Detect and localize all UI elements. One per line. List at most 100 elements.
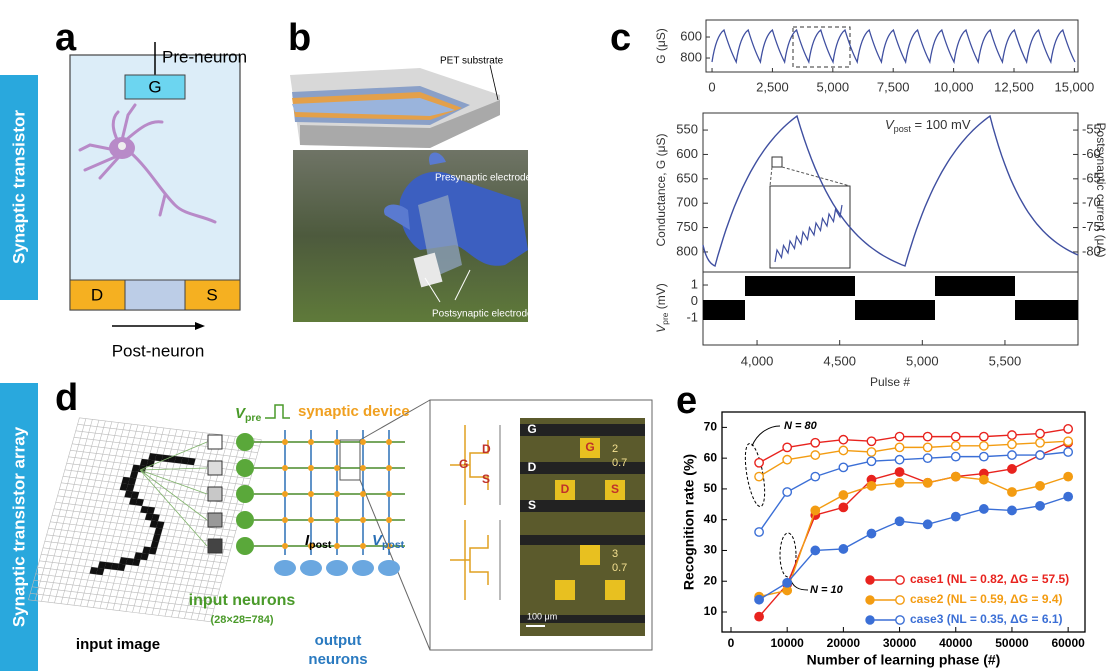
data-point [1008, 488, 1016, 496]
y-tick-label: 60 [704, 450, 718, 464]
x-tick-label: 40000 [939, 636, 973, 650]
input-pixel [208, 513, 222, 527]
data-point [952, 472, 960, 480]
annotation-arrow [752, 426, 780, 446]
data-point-open [755, 528, 763, 536]
data-point-open [755, 459, 763, 467]
x-tick-label: 10,000 [934, 79, 974, 94]
y-tick-label: 50 [704, 481, 718, 495]
data-point-open [867, 437, 875, 445]
y-tick-label: 800 [680, 49, 702, 64]
v-tick-label: 0 [691, 293, 698, 308]
synaptic-device-label: synaptic device [298, 403, 410, 420]
data-point [1064, 472, 1072, 480]
post-electrode-label: Postsynaptic electrode [432, 309, 533, 320]
data-point [1008, 465, 1016, 473]
caption: input image [76, 636, 160, 653]
data-point-open [783, 488, 791, 496]
synapse [334, 465, 340, 471]
x-axis-label: Pulse # [870, 375, 910, 389]
panel-label: b [288, 17, 311, 59]
output-neurons-label: output [315, 632, 362, 649]
synapse [282, 465, 288, 471]
y-axis-label: G (μS) [654, 28, 668, 64]
pixel-grid [30, 593, 212, 615]
post-neuron-label: Post-neuron [112, 341, 205, 360]
data-point-open [839, 435, 847, 443]
legend-label: case2 (NL = 0.59, ΔG = 9.4) [910, 592, 1063, 606]
legend-marker [896, 576, 904, 584]
side-label: Synaptic transistor [9, 110, 28, 264]
data-point-open [1036, 451, 1044, 459]
panel-b: PET substrate Presynaptic electrode Post… [290, 56, 533, 322]
x-tick-label: 12,500 [994, 79, 1034, 94]
pixel-grid [38, 567, 220, 589]
data-point-open [1008, 440, 1016, 448]
drain-label: D [91, 285, 103, 304]
x-tick-label: 60000 [1051, 636, 1085, 650]
legend-marker [866, 596, 874, 604]
legend-marker [866, 576, 874, 584]
x-axis-label: Number of learning phase (#) [807, 652, 1001, 668]
synapse [386, 465, 392, 471]
y-tick-label: 550 [676, 122, 698, 137]
data-point-open [867, 448, 875, 456]
x-tick-label: 4,000 [741, 353, 774, 368]
x-tick-label: 5,000 [906, 353, 939, 368]
data-point-open [1064, 425, 1072, 433]
data-point [1008, 506, 1016, 514]
synapse [386, 439, 392, 445]
y2-axis-label: Postsynaptic current (μA) [1094, 123, 1108, 258]
pixel-grid [50, 522, 232, 544]
panel-label: c [610, 17, 631, 59]
data-point-open [1008, 431, 1016, 439]
terminal-label: G [459, 457, 468, 471]
data-point [895, 468, 903, 476]
data-point [1064, 492, 1072, 500]
synapse [334, 491, 340, 497]
trace [703, 116, 1078, 266]
gate-label: G [148, 77, 161, 96]
data-point-open [980, 452, 988, 460]
data-point [923, 479, 931, 487]
y-tick-label: 600 [676, 146, 698, 161]
synapse [308, 439, 314, 445]
data-point-open [952, 452, 960, 460]
data-point-open [839, 446, 847, 454]
x-tick-label: 2,500 [756, 79, 789, 94]
data-point-open [923, 432, 931, 440]
pixel-grid [28, 600, 210, 622]
pad [555, 580, 575, 600]
data-point [783, 579, 791, 587]
y-tick-label: 70 [704, 420, 718, 434]
bus [520, 424, 645, 436]
synapse [282, 543, 288, 549]
data-point-open [867, 457, 875, 465]
data-point-open [923, 454, 931, 462]
synapse [360, 543, 366, 549]
data-point [867, 482, 875, 490]
synapse [308, 465, 314, 471]
x-tick-label: 20000 [827, 636, 861, 650]
data-point [755, 595, 763, 603]
device-mark: 0.7 [612, 562, 627, 574]
synapse [360, 439, 366, 445]
data-point [755, 612, 763, 620]
zoom-line [770, 167, 772, 186]
legend-label: case1 (NL = 0.82, ΔG = 57.5) [910, 572, 1069, 586]
data-point [811, 506, 819, 514]
vpost-annotation-part: post [894, 124, 912, 134]
input-pixel [208, 461, 222, 475]
vpost-annotation: Vpost = 100 mV [885, 117, 971, 134]
input-pixel [208, 539, 222, 553]
legend-marker [866, 616, 874, 624]
data-point-open [1036, 439, 1044, 447]
data-point [952, 512, 960, 520]
data-point [839, 491, 847, 499]
pre-neuron-label: Pre-neuron [162, 47, 247, 66]
data-point [980, 475, 988, 483]
data-point-open [1064, 437, 1072, 445]
bus [520, 500, 645, 512]
pulse-block [1015, 300, 1078, 320]
vpre-axis-label: Vpre (mV) [654, 283, 670, 332]
